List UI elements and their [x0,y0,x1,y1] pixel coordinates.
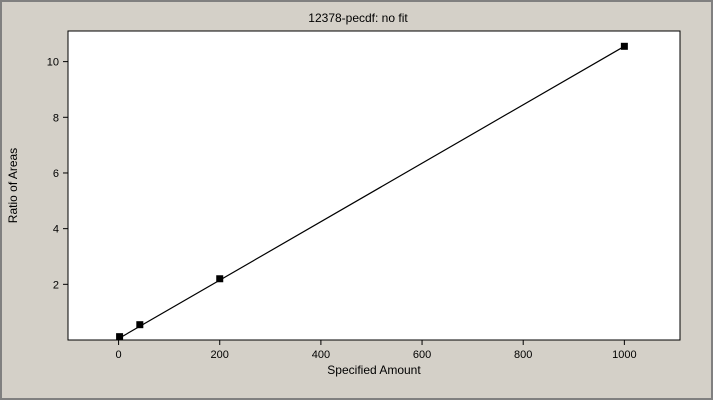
y-tick-label: 8 [53,112,59,124]
y-tick-label: 4 [53,224,59,236]
x-tick-label: 800 [514,349,532,361]
fit-line-group [118,45,625,340]
x-tick-label: 400 [312,349,330,361]
chart-title: 12378-pecdf: no fit [308,11,408,25]
data-point [620,42,628,50]
data-point [116,333,124,341]
y-axis-label: Ratio of Areas [6,148,20,223]
fit-line [118,45,625,340]
y-axis: 2 4 6 8 10 [47,57,68,291]
x-axis: 0 200 400 600 800 1000 [116,340,637,361]
x-axis-label: Specified Amount [327,363,421,377]
x-tick-label: 1000 [612,349,636,361]
y-tick-label: 6 [53,168,59,180]
plot-area [67,30,681,341]
x-tick-label: 200 [211,349,229,361]
y-tick-label: 10 [47,57,59,69]
y-tick-label: 2 [53,279,59,291]
data-points [116,42,628,341]
data-point [136,321,144,329]
data-point [216,275,224,283]
x-tick-label: 600 [413,349,431,361]
x-tick-label: 0 [116,349,122,361]
